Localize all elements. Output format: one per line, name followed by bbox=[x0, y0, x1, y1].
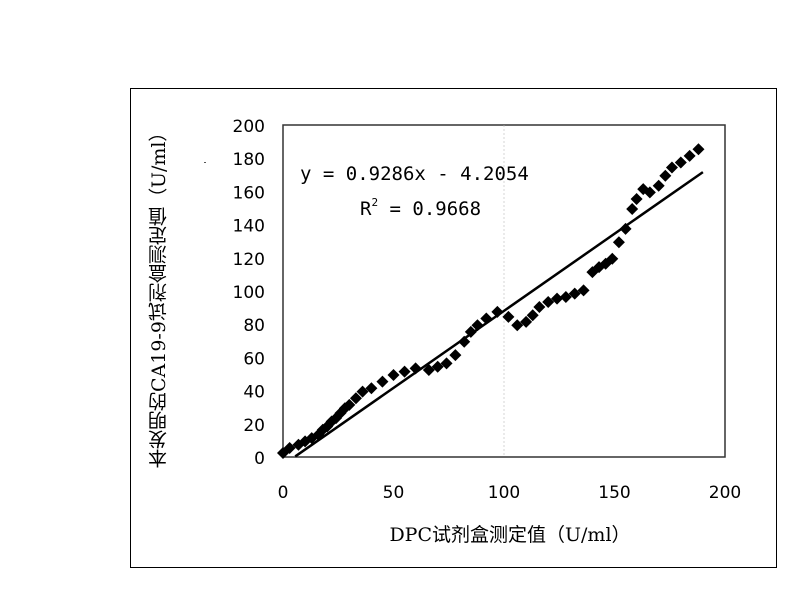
x-tick-label: 150 bbox=[598, 483, 630, 503]
y-tick-label: 120 bbox=[233, 250, 265, 270]
y-tick-label: 20 bbox=[243, 416, 265, 436]
x-tick-label: 100 bbox=[488, 483, 520, 503]
x-axis-label: DPC试剂盒测定值（U/ml） bbox=[330, 520, 690, 547]
y-tick-label: 100 bbox=[233, 283, 265, 303]
y-tick-label: 160 bbox=[233, 183, 265, 203]
y-tick-label: 40 bbox=[243, 383, 265, 403]
y-tick-label: 140 bbox=[233, 217, 265, 237]
y-tick-label: 180 bbox=[233, 150, 265, 170]
y-tick-label: 0 bbox=[254, 449, 265, 469]
x-tick-label: 200 bbox=[709, 483, 741, 503]
r-squared-label: R2 = 0.9668 bbox=[360, 196, 481, 220]
x-tick-label: 50 bbox=[383, 483, 405, 503]
y-tick-label: 60 bbox=[243, 349, 265, 369]
y-axis-label: 本发明的CA19-9试剂盒测定值（U/ml） bbox=[148, 115, 188, 475]
y-tick-label: 200 bbox=[233, 117, 265, 137]
trendline-equation: y = 0.9286x - 4.2054 bbox=[300, 163, 529, 185]
x-tick-label: 0 bbox=[278, 483, 289, 503]
y-tick-label: 80 bbox=[243, 316, 265, 336]
scatter-chart: 0 50 100 150 200 0 20 40 60 80 100 120 140 160 180 200 y… bbox=[0, 0, 800, 596]
